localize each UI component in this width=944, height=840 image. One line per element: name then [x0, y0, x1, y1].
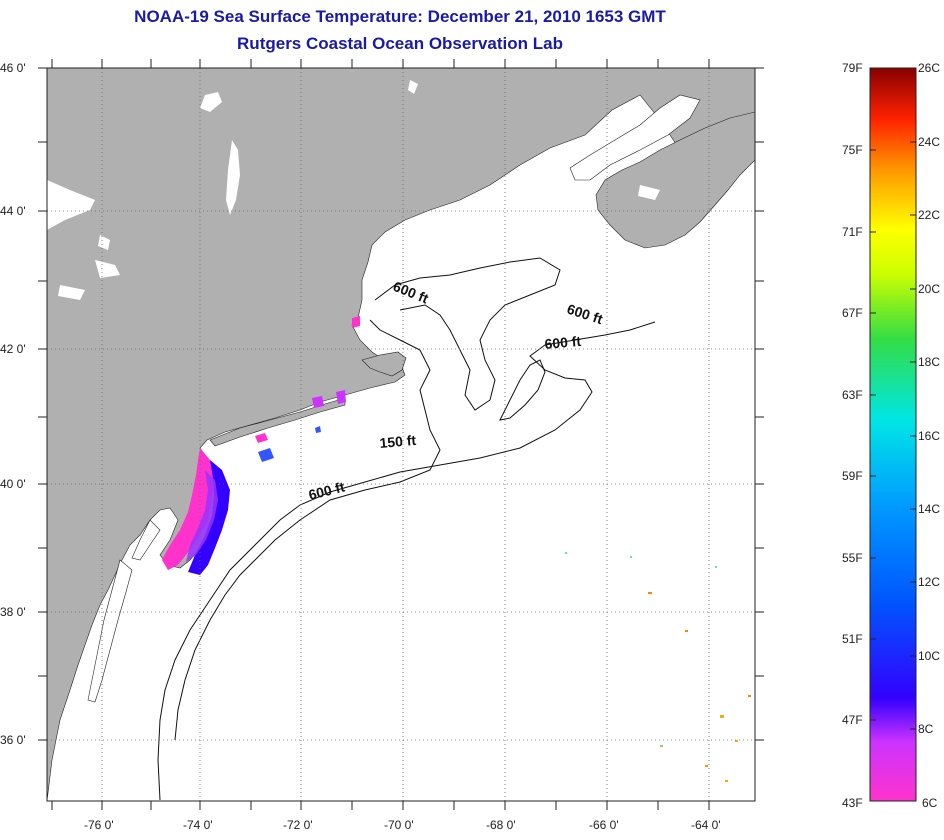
sst-speck-orange-7 — [725, 780, 728, 782]
colorbar-c-10: 10C — [918, 649, 941, 663]
bay-of-fundy — [569, 94, 701, 181]
sst-patch-li-2 — [258, 448, 274, 462]
sst-patch-ma — [352, 316, 360, 328]
sst-speck-orange-5 — [705, 765, 708, 767]
colorbar-ticks — [870, 67, 916, 802]
sst-patch-ri-1 — [312, 396, 324, 408]
sst-speck-cyan-2 — [630, 556, 632, 558]
inland-lake-2 — [95, 260, 120, 278]
sst-speck-cyan-1 — [565, 552, 567, 554]
colorbar-f-71: 71F — [842, 225, 863, 239]
colorbar-f-63: 63F — [842, 388, 863, 402]
colorbar-c-16: 16C — [918, 429, 941, 443]
lon-label-66: -66 0' — [589, 818, 619, 832]
lon-label-68: -68 0' — [486, 818, 516, 832]
sst-patch-nj-offshore — [188, 460, 230, 575]
lon-label-74: -74 0' — [183, 818, 213, 832]
land-mainland — [47, 68, 755, 801]
chesapeake-bay — [87, 559, 133, 703]
sst-speck-cyan-3 — [715, 566, 717, 568]
colorbar-f-43: 43F — [842, 796, 863, 810]
lake-ontario-edge — [47, 180, 95, 230]
colorbar-f-47: 47F — [842, 713, 863, 727]
sst-speck-orange-3 — [720, 715, 724, 718]
colorbar-c-8: 8C — [918, 722, 934, 736]
lat-label-42: 42 0' — [0, 342, 26, 356]
lon-label-70: -70 0' — [384, 818, 414, 832]
inland-lake-3 — [58, 285, 85, 300]
lat-label-38: 38 0' — [0, 605, 26, 619]
lat-label-44: 44 0' — [0, 204, 26, 218]
lon-label-72: -72 0' — [283, 818, 313, 832]
colorbar-c-14: 14C — [918, 502, 941, 516]
sst-patch-li-1 — [255, 433, 268, 443]
colorbar-f-59: 59F — [842, 469, 863, 483]
inland-lake-6 — [638, 185, 660, 200]
sst-patch-ri-blue — [315, 426, 321, 433]
inland-lake-1 — [200, 92, 222, 112]
lat-label-46: 46 0' — [0, 61, 26, 75]
colorbar-c-26: 26C — [918, 61, 941, 75]
sst-patch-nj-coast — [162, 448, 214, 570]
lake-champlain — [226, 140, 240, 215]
colorbar-c-6: 6C — [922, 796, 938, 810]
colorbar-c-18: 18C — [918, 355, 941, 369]
sst-speck-orange-4 — [735, 740, 738, 742]
colorbar-c-22: 22C — [918, 208, 941, 222]
colorbar-c-24: 24C — [918, 135, 941, 149]
sst-patch-ri-2 — [336, 390, 346, 404]
inland-lake-5 — [408, 80, 418, 94]
nova-scotia — [595, 111, 755, 249]
cape-cod — [361, 351, 407, 377]
lat-label-36: 36 0' — [0, 733, 26, 747]
colorbar-f-67: 67F — [842, 306, 863, 320]
map-ticks — [38, 59, 764, 810]
bathymetry-contours — [157, 257, 656, 801]
sst-speck-orange-2 — [685, 630, 688, 632]
lon-label-76: -76 0' — [84, 818, 114, 832]
sst-speck-green — [660, 745, 663, 747]
sst-data-patches — [162, 316, 751, 782]
contour-label-150: 150 ft — [379, 432, 417, 451]
colorbar-c-20: 20C — [918, 282, 941, 296]
colorbar-f-75: 75F — [842, 143, 863, 157]
map-title: NOAA-19 Sea Surface Temperature: Decembe… — [134, 7, 666, 26]
map-frame — [46, 67, 756, 802]
lon-label-64: -64 0' — [691, 818, 721, 832]
sst-speck-orange-6 — [748, 695, 751, 697]
colorbar-f-55: 55F — [842, 551, 863, 565]
colorbar-f-79: 79F — [842, 61, 863, 75]
contour-150ft — [174, 319, 441, 741]
colorbar-c-12: 12C — [918, 575, 941, 589]
long-island — [209, 397, 346, 447]
contour-label-georges-600: 600 ft — [544, 333, 582, 352]
map-subtitle: Rutgers Coastal Ocean Observation Lab — [237, 34, 563, 53]
inland-lake-4 — [98, 235, 110, 250]
contour-600ft-shelf — [157, 321, 656, 801]
contour-georges-bank — [499, 359, 546, 421]
sst-speck-orange-1 — [648, 592, 652, 594]
contour-600ft-gom — [374, 257, 561, 411]
delaware-bay — [131, 519, 161, 561]
lat-label-40: 40 0' — [0, 477, 26, 491]
colorbar-f-51: 51F — [842, 632, 863, 646]
sst-colorbar — [869, 67, 917, 802]
sst-patch-nj-mid — [186, 470, 218, 562]
